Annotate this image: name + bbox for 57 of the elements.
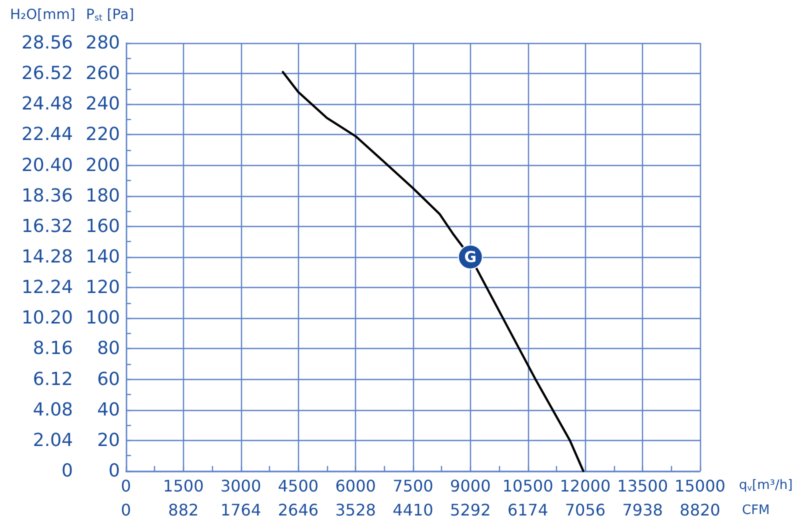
y-tick-label: 100 bbox=[86, 308, 120, 329]
x-tick-label: 13500 bbox=[617, 476, 668, 496]
y2-tick-label: 24.48 bbox=[21, 94, 73, 115]
y2-tick-label: 12.24 bbox=[21, 277, 73, 298]
y2-tick-label: 0 bbox=[62, 460, 73, 482]
x2-tick-label: 7056 bbox=[564, 500, 606, 520]
y-tick-label: 240 bbox=[86, 94, 120, 115]
x-tick-label: 0 bbox=[120, 476, 132, 496]
y-tick-label: 140 bbox=[86, 246, 120, 268]
y2-tick-label: 28.56 bbox=[21, 32, 73, 54]
annotation: G bbox=[464, 248, 477, 266]
x2-tick-label: 6174 bbox=[507, 500, 548, 520]
y2-tick-label: 22.44 bbox=[21, 124, 73, 146]
y-tick-label: 120 bbox=[86, 277, 120, 298]
x-tick-label: 15000 bbox=[674, 476, 726, 496]
y-tick-label: 160 bbox=[86, 216, 120, 237]
x-tick-label: 9000 bbox=[450, 476, 491, 496]
x2-tick-label: 0 bbox=[120, 500, 132, 520]
x-tick-label: 6000 bbox=[335, 476, 376, 496]
x2-tick-label: 7938 bbox=[622, 500, 663, 520]
y-tick-label: 180 bbox=[86, 185, 120, 206]
y2-tick-label: 2.04 bbox=[32, 430, 73, 451]
x2-tick-label: 3528 bbox=[335, 500, 376, 520]
y2-tick-label: 20.40 bbox=[21, 154, 73, 176]
x-tick-label: 4500 bbox=[278, 476, 319, 496]
line-series bbox=[282, 70, 584, 472]
x2-tick-label: 4410 bbox=[392, 500, 434, 520]
y-tick-label: 200 bbox=[86, 154, 120, 176]
y2-tick-label: 6.12 bbox=[32, 368, 73, 390]
y2-tick-label: 26.52 bbox=[21, 63, 73, 84]
y-axis-title: P$_{st}$ [Pa] bbox=[86, 7, 134, 24]
y-tick-label: 40 bbox=[97, 399, 120, 420]
y-tick-label: 0 bbox=[108, 460, 120, 482]
x-tick-label: 7500 bbox=[392, 476, 434, 496]
y2-tick-label: 10.20 bbox=[21, 308, 73, 329]
x2-tick-label: 2646 bbox=[278, 500, 319, 520]
y2-tick-label: 16.32 bbox=[21, 216, 73, 237]
y2-tick-label: 8.16 bbox=[32, 338, 73, 360]
y-tick-label: 220 bbox=[86, 124, 120, 146]
y-tick-label: 60 bbox=[97, 368, 120, 390]
x2-tick-label: 882 bbox=[168, 500, 199, 520]
y2-tick-label: 4.08 bbox=[32, 399, 73, 420]
x2-tick-label: 1764 bbox=[220, 500, 262, 520]
x2-tick-label: 8820 bbox=[680, 500, 720, 520]
x-tick-label: 10500 bbox=[502, 476, 554, 496]
x2-axis-title: CFM bbox=[742, 503, 770, 518]
y-tick-label: 260 bbox=[86, 63, 120, 84]
y-tick-label: 280 bbox=[86, 32, 120, 54]
x-tick-label: 3000 bbox=[220, 476, 262, 496]
x2-tick-label: 5292 bbox=[450, 500, 491, 520]
y-tick-label: 20 bbox=[97, 430, 120, 451]
y2-tick-label: 18.36 bbox=[21, 185, 73, 206]
y-tick-label: 80 bbox=[97, 338, 120, 360]
y2-tick-label: 14.28 bbox=[21, 246, 73, 268]
x-tick-label: 12000 bbox=[560, 476, 611, 496]
y2-axis-title: H₂O[mm] bbox=[10, 7, 76, 24]
x-tick-label: 1500 bbox=[163, 476, 204, 496]
